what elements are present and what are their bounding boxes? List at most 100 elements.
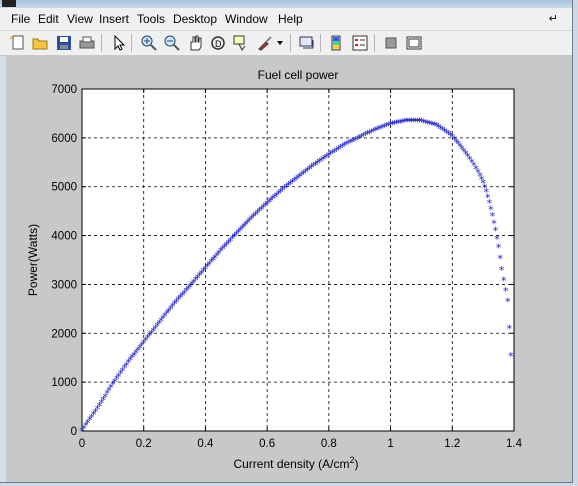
rotate-3d-icon[interactable]: D [209, 34, 227, 52]
data-point-marker: * [291, 175, 297, 188]
data-point-marker: * [453, 136, 459, 149]
data-point-marker: * [170, 300, 176, 313]
y-tick-label: 5000 [51, 182, 77, 194]
menu-window[interactable]: Window [225, 12, 268, 26]
data-point-marker: * [488, 203, 494, 216]
data-point-marker: * [336, 143, 342, 156]
data-point-marker: * [87, 414, 93, 427]
data-point-marker: * [235, 227, 241, 240]
pan-hand-icon[interactable] [186, 34, 204, 52]
menu-view[interactable]: View [67, 12, 93, 26]
zoom-out-icon[interactable] [163, 34, 181, 52]
data-point-marker: * [228, 235, 234, 248]
colorbar-icon[interactable] [328, 34, 346, 52]
menu-file[interactable]: File [11, 12, 31, 26]
data-point-marker: * [394, 118, 400, 131]
figure-canvas: 0 0.2 0.4 0.6 0.8 1 1.2 1.4 0 1000 2000 3000 4000 50… [6, 56, 572, 482]
data-point-marker: * [278, 186, 284, 199]
select-arrow-icon[interactable] [110, 34, 128, 52]
data-point-marker: * [361, 130, 367, 143]
data-point-marker: * [99, 397, 105, 410]
data-point-marker: * [116, 370, 122, 383]
data-point-marker: * [399, 116, 405, 129]
data-series: ****************************************… [79, 116, 514, 438]
data-point-marker: * [104, 388, 110, 401]
menu-tools[interactable]: Tools [137, 12, 166, 26]
save-icon[interactable] [55, 34, 73, 52]
data-point-marker: * [382, 121, 388, 134]
brush-dropdown-icon[interactable] [274, 34, 286, 52]
data-point-marker: * [176, 294, 182, 307]
data-point-marker: * [491, 217, 497, 230]
data-point-marker: * [301, 168, 307, 181]
data-point-marker: * [286, 180, 292, 193]
menu-insert[interactable]: Insert [99, 12, 130, 26]
menu-desktop[interactable]: Desktop [173, 12, 218, 26]
legend-icon[interactable] [351, 34, 369, 52]
data-point-marker: * [266, 196, 272, 209]
data-point-marker: * [124, 359, 130, 372]
data-point-marker: * [338, 142, 344, 155]
hide-plot-tools-icon[interactable] [382, 34, 400, 52]
data-point-marker: * [440, 124, 446, 137]
data-point-marker: * [151, 325, 157, 338]
data-point-marker: * [380, 122, 386, 135]
data-point-marker: * [372, 125, 378, 138]
data-point-marker: * [224, 239, 230, 252]
data-point-marker: * [482, 181, 488, 194]
data-point-marker: * [245, 217, 251, 230]
data-point-marker: * [328, 148, 334, 161]
link-plot-icon[interactable] [298, 34, 316, 52]
data-point-marker: * [97, 400, 103, 413]
data-point-marker: * [365, 128, 371, 141]
menu-help[interactable]: Help [278, 12, 303, 26]
zoom-in-icon[interactable] [140, 34, 158, 52]
data-point-marker: * [342, 140, 348, 153]
data-point-marker: * [469, 157, 475, 170]
menu-dock-arrow-icon[interactable]: ↵ [548, 13, 558, 25]
brush-icon[interactable] [256, 34, 274, 52]
data-point-marker: * [268, 194, 274, 207]
y-tick-label: 7000 [51, 84, 77, 96]
data-point-marker: * [388, 119, 394, 132]
data-point-marker: * [397, 117, 403, 130]
data-point-marker: * [479, 173, 485, 186]
data-point-marker: * [450, 131, 456, 144]
data-point-marker: * [178, 292, 184, 305]
data-point-marker: * [126, 357, 132, 370]
data-point-marker: * [239, 223, 245, 236]
data-point-marker: * [390, 118, 396, 131]
axes-area[interactable] [81, 88, 515, 432]
data-point-marker: * [409, 116, 415, 129]
open-file-icon[interactable] [31, 34, 49, 52]
plot-figure: 0 0.2 0.4 0.6 0.8 1 1.2 1.4 0 1000 2000 3000 4000 50… [26, 68, 523, 471]
data-point-marker: * [392, 118, 398, 131]
data-point-marker: * [485, 191, 491, 204]
data-point-marker: * [386, 119, 392, 132]
x-tick-label: 0 [79, 438, 85, 450]
menu-edit[interactable]: Edit [38, 12, 59, 26]
data-point-marker: * [442, 126, 448, 139]
x-tick-label: 1 [387, 438, 393, 450]
new-figure-icon[interactable] [9, 34, 27, 52]
data-cursor-icon[interactable] [232, 34, 250, 52]
print-icon[interactable] [78, 34, 96, 52]
data-point-marker: * [141, 337, 147, 350]
data-point-marker: * [340, 141, 346, 154]
data-point-marker: * [428, 118, 434, 131]
data-point-marker: * [499, 264, 505, 277]
data-point-marker: * [501, 274, 507, 287]
data-point-marker: * [332, 146, 338, 159]
data-point-marker: * [181, 287, 187, 300]
data-point-marker: * [324, 151, 330, 164]
show-plot-tools-icon[interactable] [405, 34, 423, 52]
data-point-marker: * [208, 256, 214, 269]
data-point-marker: * [508, 350, 514, 363]
data-point-marker: * [347, 137, 353, 150]
data-point-marker: * [162, 310, 168, 323]
data-point-marker: * [189, 279, 195, 292]
y-tick-label: 6000 [51, 133, 77, 145]
data-point-marker: * [369, 126, 375, 139]
data-point-marker: * [299, 169, 305, 182]
